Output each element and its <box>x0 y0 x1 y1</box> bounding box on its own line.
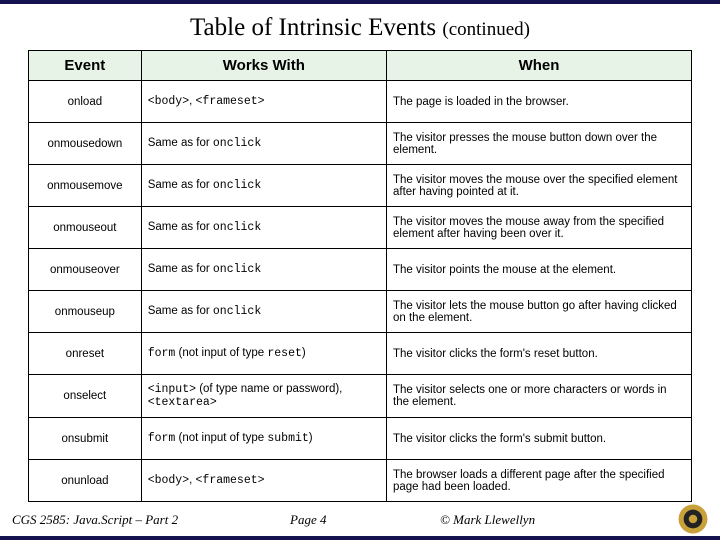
table-row: onunload<body>, <frameset>The browser lo… <box>29 460 692 502</box>
title-suffix: (continued) <box>442 19 530 40</box>
table-row: onmouseoutSame as for onclickThe visitor… <box>29 207 692 249</box>
cell-when: The visitor lets the mouse button go aft… <box>387 291 692 333</box>
cell-works-with: Same as for onclick <box>141 165 386 207</box>
cell-event: onselect <box>29 375 142 418</box>
events-table: Event Works With When onload<body>, <fra… <box>28 50 692 502</box>
cell-works-with: <body>, <frameset> <box>141 460 386 502</box>
table-row: onmousemoveSame as for onclickThe visito… <box>29 165 692 207</box>
col-works-with: Works With <box>141 51 386 81</box>
cell-works-with: Same as for onclick <box>141 249 386 291</box>
cell-when: The visitor clicks the form's reset butt… <box>387 333 692 375</box>
table-row: onmouseupSame as for onclickThe visitor … <box>29 291 692 333</box>
table-header-row: Event Works With When <box>29 51 692 81</box>
table-row: onselect<input> (of type name or passwor… <box>29 375 692 418</box>
cell-works-with: form (not input of type submit) <box>141 418 386 460</box>
table-row: onload<body>, <frameset>The page is load… <box>29 81 692 123</box>
cell-event: onmouseout <box>29 207 142 249</box>
col-event: Event <box>29 51 142 81</box>
slide-title: Table of Intrinsic Events (continued) <box>28 14 692 42</box>
cell-event: onmouseover <box>29 249 142 291</box>
cell-when: The page is loaded in the browser. <box>387 81 692 123</box>
cell-when: The visitor points the mouse at the elem… <box>387 249 692 291</box>
cell-event: onmouseup <box>29 291 142 333</box>
footer-author: © Mark Llewellyn <box>440 512 535 528</box>
cell-event: onunload <box>29 460 142 502</box>
table-row: onmouseoverSame as for onclickThe visito… <box>29 249 692 291</box>
cell-when: The visitor clicks the form's submit but… <box>387 418 692 460</box>
slide-footer: CGS 2585: Java.Script – Part 2 Page 4 © … <box>0 508 720 532</box>
col-when: When <box>387 51 692 81</box>
cell-event: onreset <box>29 333 142 375</box>
cell-when: The visitor moves the mouse away from th… <box>387 207 692 249</box>
cell-when: The visitor moves the mouse over the spe… <box>387 165 692 207</box>
cell-works-with: Same as for onclick <box>141 123 386 165</box>
cell-works-with: <body>, <frameset> <box>141 81 386 123</box>
cell-event: onmousemove <box>29 165 142 207</box>
cell-event: onload <box>29 81 142 123</box>
cell-when: The browser loads a different page after… <box>387 460 692 502</box>
cell-when: The visitor presses the mouse button dow… <box>387 123 692 165</box>
cell-event: onsubmit <box>29 418 142 460</box>
title-main: Table of Intrinsic Events <box>190 14 436 41</box>
cell-works-with: <input> (of type name or password), <tex… <box>141 375 386 418</box>
ucf-logo-icon <box>676 502 710 536</box>
table-row: onmousedownSame as for onclickThe visito… <box>29 123 692 165</box>
cell-works-with: form (not input of type reset) <box>141 333 386 375</box>
footer-page: Page 4 <box>290 512 326 528</box>
cell-when: The visitor selects one or more characte… <box>387 375 692 418</box>
table-row: onsubmitform (not input of type submit)T… <box>29 418 692 460</box>
footer-course: CGS 2585: Java.Script – Part 2 <box>12 512 178 528</box>
cell-works-with: Same as for onclick <box>141 207 386 249</box>
cell-event: onmousedown <box>29 123 142 165</box>
cell-works-with: Same as for onclick <box>141 291 386 333</box>
table-row: onresetform (not input of type reset)The… <box>29 333 692 375</box>
